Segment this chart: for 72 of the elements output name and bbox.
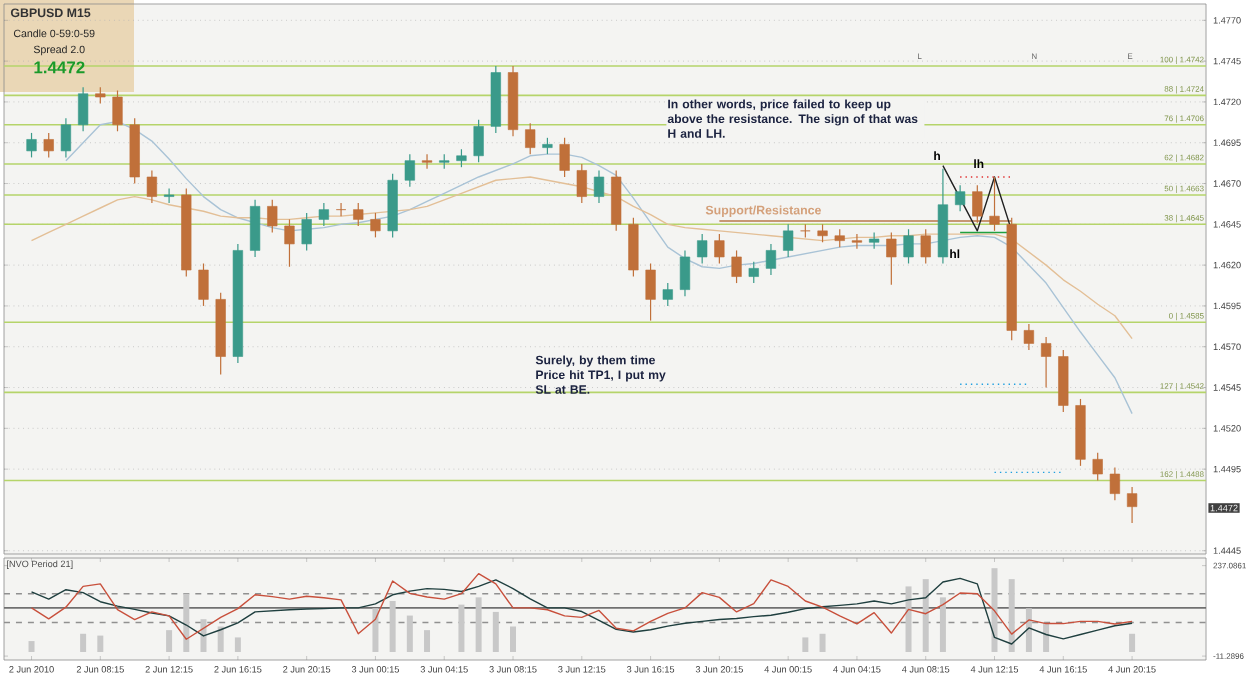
bar (424, 630, 431, 652)
candlestick (301, 212, 312, 252)
candlestick (1109, 466, 1120, 501)
bar (97, 635, 104, 652)
bar (991, 568, 998, 652)
candlestick (714, 233, 725, 265)
candlestick (525, 122, 536, 155)
candlestick (146, 169, 158, 204)
candlestick (60, 117, 72, 159)
bar (492, 611, 499, 652)
bar (1129, 633, 1136, 652)
candlestick (903, 228, 914, 265)
candlestick (1040, 336, 1052, 389)
candlestick (783, 223, 794, 258)
bar (458, 604, 465, 652)
candlestick (26, 132, 37, 159)
bar (80, 633, 87, 652)
candlestick (559, 137, 570, 178)
candlestick (645, 262, 656, 322)
candlestick (972, 184, 983, 224)
candlestick (1092, 452, 1103, 482)
bar (802, 637, 809, 652)
candlestick (920, 228, 931, 265)
candlestick (421, 153, 433, 170)
candlestick (662, 282, 673, 307)
candlestick (576, 163, 587, 204)
bar (28, 641, 35, 652)
candlestick (869, 231, 880, 250)
bar (234, 637, 241, 652)
bar (510, 626, 517, 652)
candlestick (851, 233, 863, 250)
candlestick (267, 199, 278, 234)
candlestick (473, 119, 484, 163)
candlestick (318, 202, 329, 227)
annotation: 1.4472 (34, 61, 85, 74)
bar (166, 630, 173, 652)
bar (372, 608, 379, 652)
candlestick (611, 169, 622, 232)
candlestick (284, 218, 295, 268)
bar (905, 586, 912, 652)
candlestick (404, 153, 415, 188)
candlestick (1023, 323, 1035, 351)
bar (183, 593, 190, 652)
bar (475, 597, 482, 652)
bar (406, 615, 413, 652)
candlestick (989, 176, 1000, 232)
bar (922, 579, 929, 652)
candlestick (748, 261, 759, 284)
candlestick (955, 184, 966, 212)
candlestick (628, 217, 639, 278)
candlestick (335, 202, 347, 217)
bar (389, 600, 396, 652)
candlestick (78, 86, 89, 132)
candlestick (765, 243, 777, 276)
bar (819, 633, 826, 652)
candlestick (886, 231, 897, 286)
candlestick (1126, 486, 1138, 524)
candlestick (112, 89, 123, 132)
bar (217, 626, 224, 652)
bar (1008, 579, 1015, 652)
candlestick (697, 233, 708, 265)
candlestick (679, 249, 691, 297)
candlestick (353, 202, 364, 227)
candlestick (43, 132, 54, 159)
candlestick (249, 199, 261, 258)
candlestick (163, 187, 175, 204)
candlestick (370, 212, 381, 238)
candlestick (198, 262, 209, 307)
bar (1025, 608, 1032, 652)
candlestick (731, 249, 742, 284)
candlestick (593, 169, 605, 204)
bar (939, 597, 946, 652)
